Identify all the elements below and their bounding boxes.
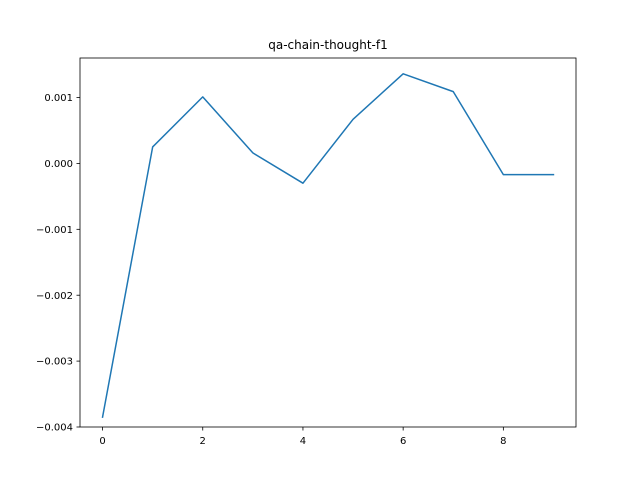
x-axis-ticks: 0 2 4 6 8 <box>99 427 507 447</box>
x-tick-label: 8 <box>500 436 506 447</box>
chart-title: qa-chain-thought-f1 <box>268 38 388 52</box>
series-line-0 <box>101 73 555 418</box>
y-tick-label: 0.001 <box>44 93 73 104</box>
x-tick-label: 0 <box>99 436 105 447</box>
y-tick-label: −0.002 <box>36 291 73 302</box>
y-tick-label: −0.003 <box>36 357 73 368</box>
y-tick-label: 0.000 <box>44 159 73 170</box>
x-tick-label: 4 <box>300 436 306 447</box>
plot-frame <box>79 57 577 428</box>
x-tick-label: 6 <box>400 436 406 447</box>
y-tick-label: −0.004 <box>36 423 73 434</box>
y-axis-ticks: 0.001 0.000 −0.001 −0.002 −0.003 −0.004 <box>36 93 80 434</box>
y-tick-label: −0.001 <box>36 225 73 236</box>
series-group <box>101 73 555 418</box>
x-tick-label: 2 <box>200 436 206 447</box>
